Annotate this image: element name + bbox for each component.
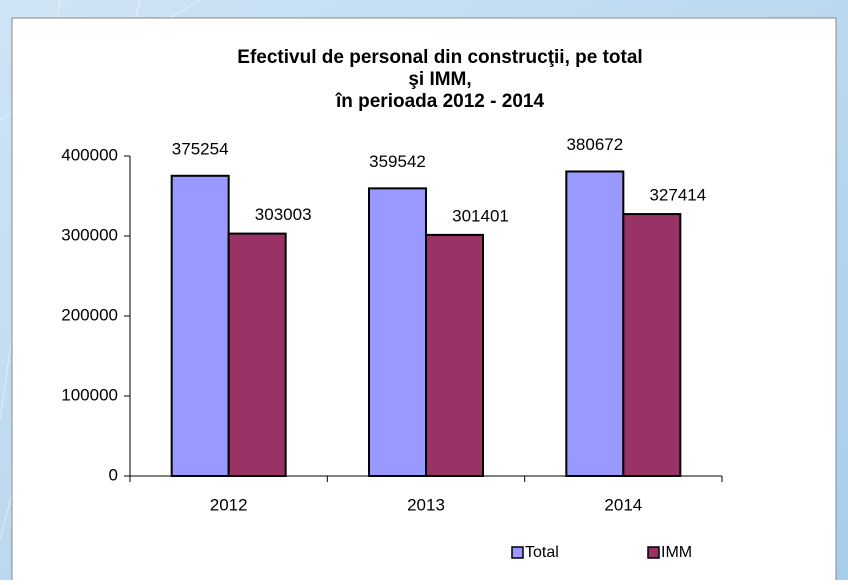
bar xyxy=(170,174,230,477)
chart-title: Efectivul de personal din construcţii, p… xyxy=(237,47,642,68)
bar xyxy=(227,232,287,477)
bar xyxy=(368,187,427,477)
bar xyxy=(565,170,625,477)
data-label: 380672 xyxy=(566,135,623,154)
data-label: 303003 xyxy=(255,205,312,224)
bar xyxy=(425,233,484,477)
y-tick-label: 100000 xyxy=(61,385,118,404)
legend-swatch xyxy=(511,546,524,559)
y-tick-label: 200000 xyxy=(61,305,118,324)
legend-label: Total xyxy=(525,544,559,561)
bar xyxy=(622,213,682,478)
legend-swatch xyxy=(647,546,660,559)
x-tick-label: 2012 xyxy=(210,495,248,514)
y-tick-label: 0 xyxy=(109,465,118,484)
y-tick-label: 300000 xyxy=(61,225,118,244)
data-label: 327414 xyxy=(649,186,706,205)
data-label: 301401 xyxy=(452,206,509,225)
x-tick-label: 2013 xyxy=(407,495,445,514)
y-tick-label: 400000 xyxy=(61,145,118,164)
legend-label: IMM xyxy=(661,544,692,561)
chart-title: şi IMM, xyxy=(408,69,471,90)
chart-title: în perioada 2012 - 2014 xyxy=(335,91,544,112)
x-tick-label: 2014 xyxy=(604,495,642,514)
data-label: 359542 xyxy=(369,152,426,171)
data-label: 375254 xyxy=(172,139,229,158)
